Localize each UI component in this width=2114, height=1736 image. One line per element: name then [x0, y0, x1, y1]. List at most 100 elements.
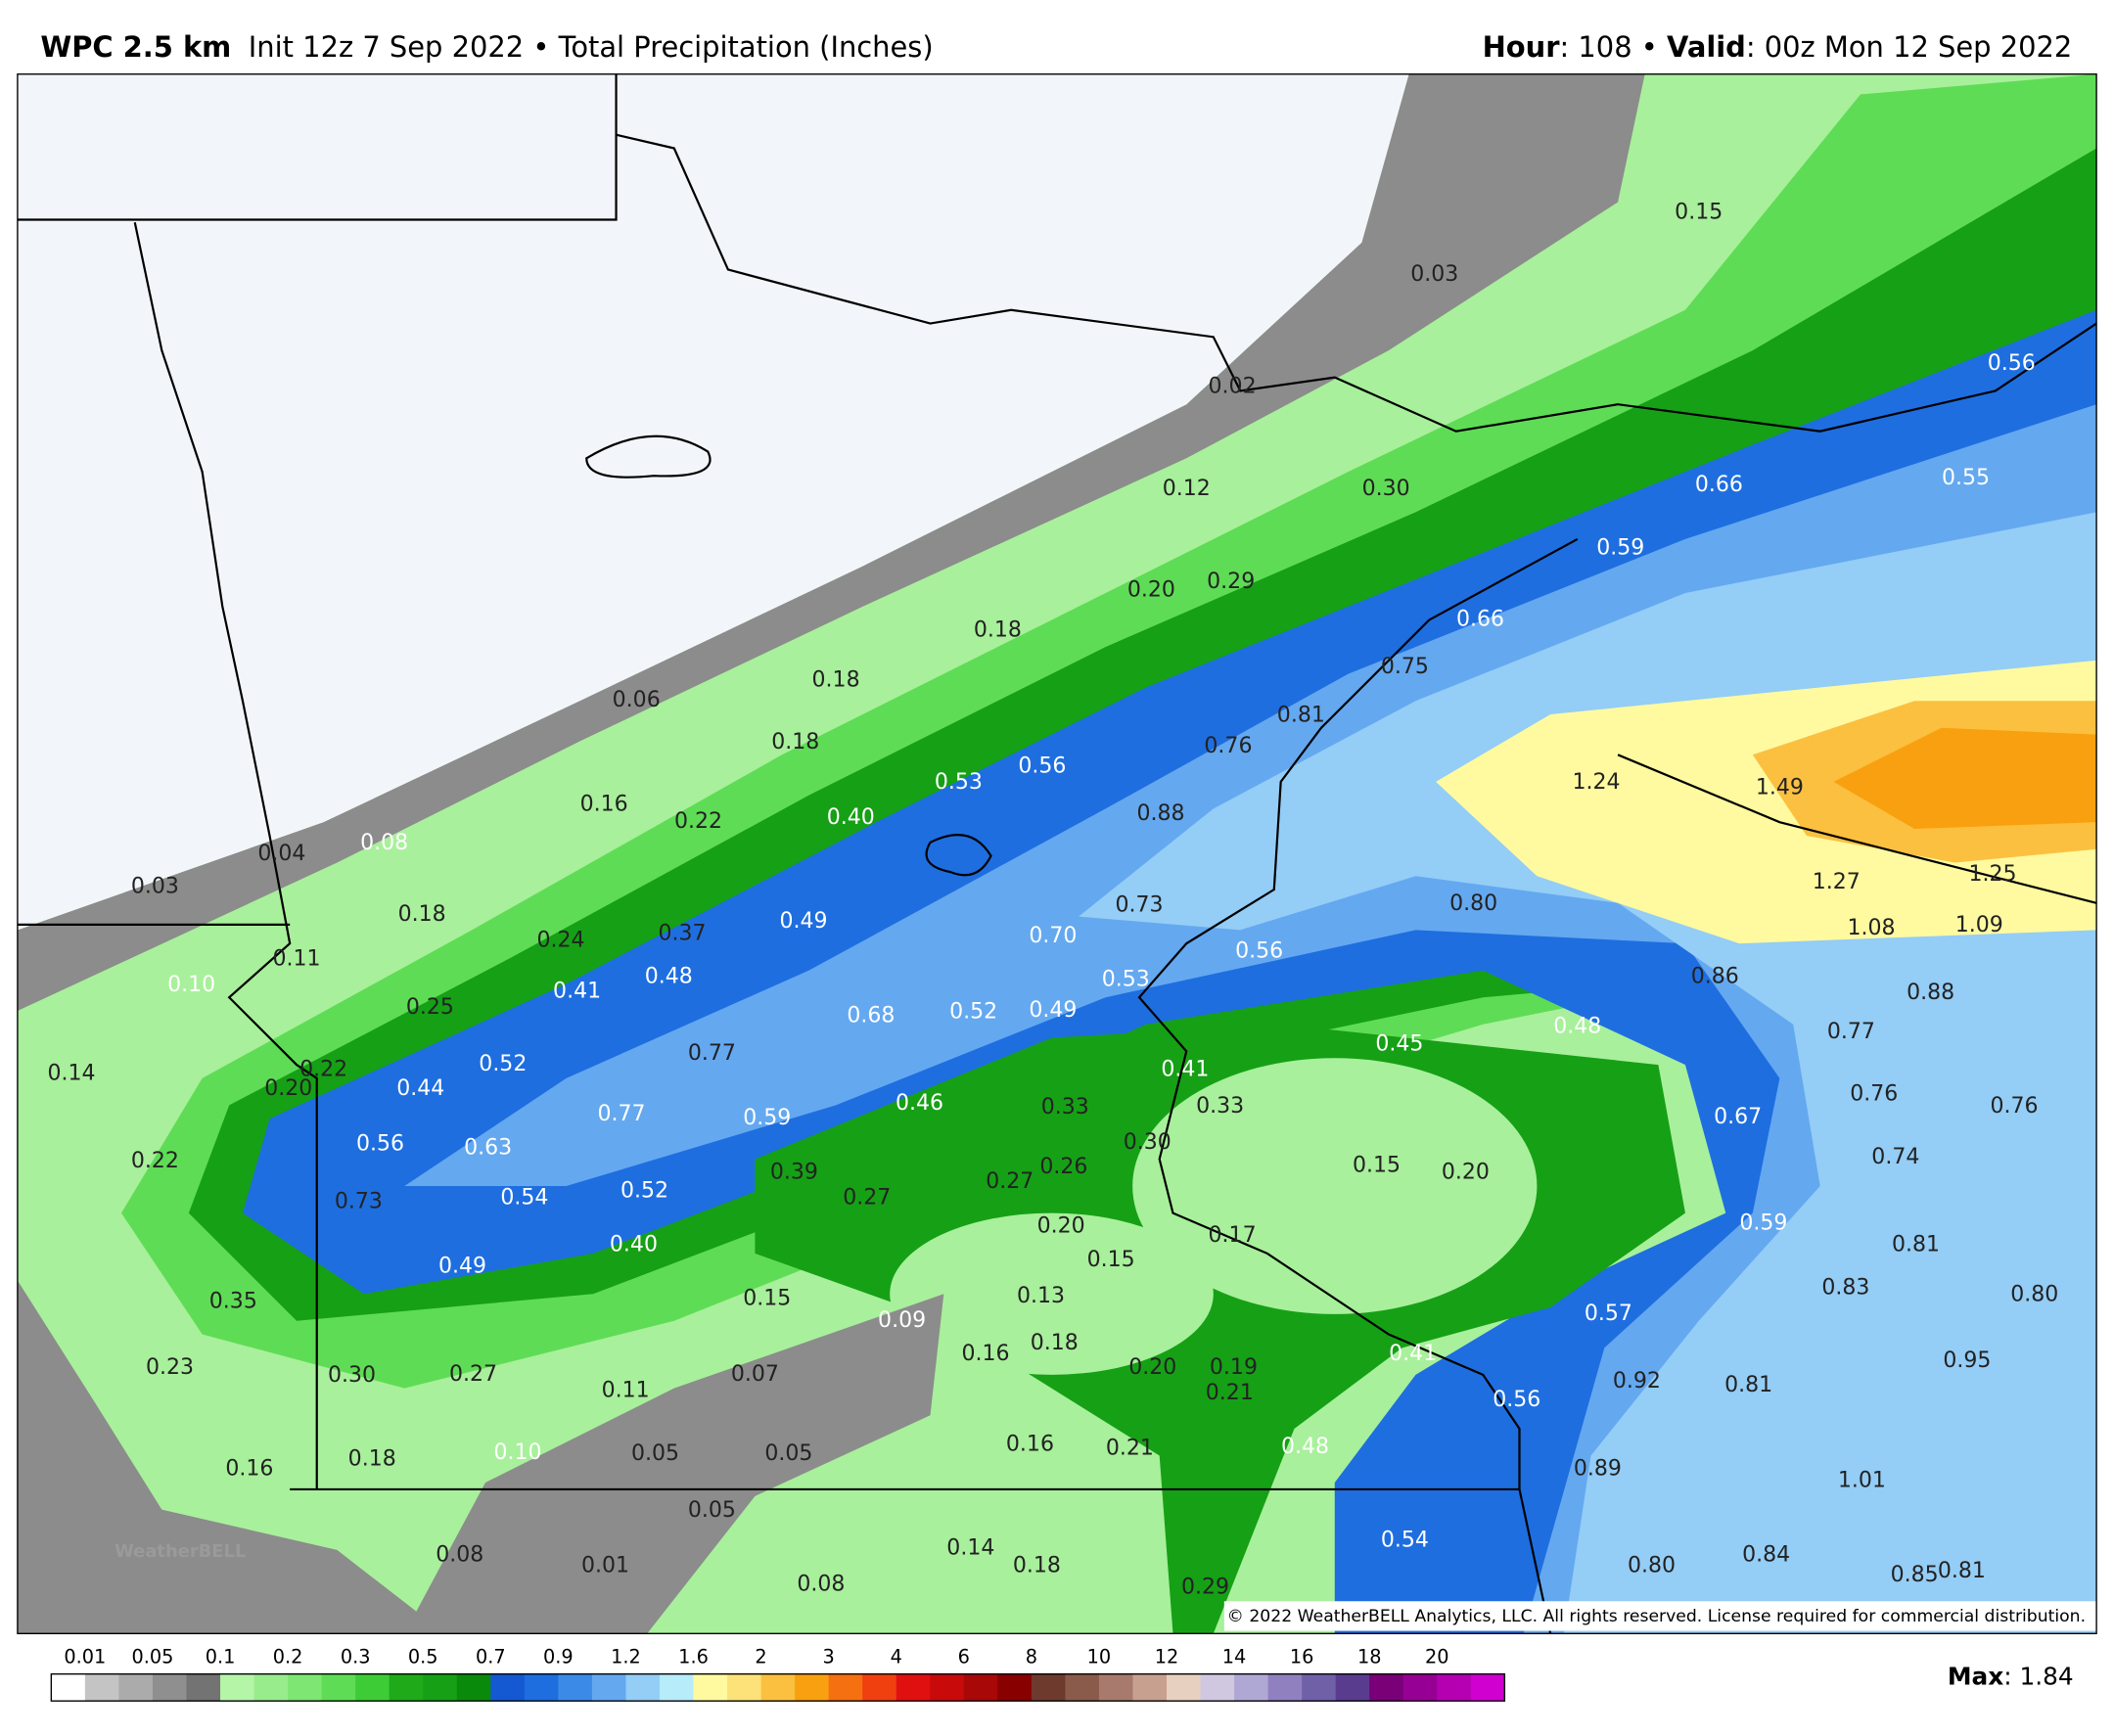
value-label: 0.53: [1102, 967, 1150, 991]
colorbar-label: 0.3: [341, 1646, 371, 1668]
border: [1617, 754, 2097, 904]
value-label: 1.01: [1838, 1469, 1886, 1493]
colorbar-cell: [1166, 1673, 1201, 1702]
value-label: 0.59: [1739, 1211, 1787, 1236]
value-label: 0.27: [449, 1362, 497, 1387]
value-label: 0.03: [1410, 262, 1458, 287]
precip-band: [1833, 727, 2097, 830]
max: Max: 1.84: [1948, 1663, 2074, 1691]
colorbar-cell: [1437, 1673, 1472, 1702]
value-label: 0.22: [299, 1058, 347, 1082]
value-label: 0.33: [1196, 1094, 1244, 1119]
value-label: 0.70: [1029, 924, 1077, 948]
value-label: 0.83: [1821, 1276, 1869, 1301]
colorbar-label: 0.9: [543, 1646, 574, 1668]
value-label: 0.19: [1210, 1355, 1258, 1380]
max-label: Max: [1948, 1663, 2003, 1691]
value-label: 0.66: [1456, 608, 1504, 632]
colorbar-cell: [118, 1673, 154, 1702]
value-label: 0.27: [986, 1169, 1034, 1194]
colorbar-cell: [355, 1673, 391, 1702]
colorbar-cell: [253, 1673, 289, 1702]
value-label: 0.08: [797, 1573, 845, 1597]
value-label: 0.25: [406, 995, 454, 1020]
colorbar-label: 18: [1357, 1646, 1382, 1668]
colorbar-label: 0.2: [273, 1646, 303, 1668]
value-label: 0.30: [1362, 477, 1410, 501]
colorbar-cell: [524, 1673, 559, 1702]
colorbar-cell: [490, 1673, 526, 1702]
colorbar-label: 3: [823, 1646, 835, 1668]
value-label: 0.77: [688, 1041, 736, 1066]
value-label: 0.85: [1891, 1563, 1939, 1587]
value-label: 0.95: [1943, 1348, 1991, 1373]
colorbar-label: 10: [1087, 1646, 1112, 1668]
value-label: 0.39: [770, 1160, 818, 1184]
value-label: 0.20: [1442, 1160, 1490, 1184]
colorbar-cell: [1031, 1673, 1066, 1702]
value-label: 0.15: [1675, 201, 1723, 225]
header-right: Hour: 108 • Valid: 00z Mon 12 Sep 2022: [1483, 30, 2073, 64]
colorbar-cell: [1098, 1673, 1133, 1702]
max-value: : 1.84: [2003, 1663, 2073, 1691]
colorbar-label: 20: [1425, 1646, 1449, 1668]
value-label: 0.56: [1493, 1388, 1540, 1412]
map-frame: [17, 73, 2097, 1635]
value-label: 0.15: [1353, 1153, 1401, 1177]
value-label: 0.48: [645, 965, 693, 989]
value-label: 0.22: [674, 809, 722, 834]
colorbar-cell: [1132, 1673, 1168, 1702]
precip-band: [17, 73, 1409, 931]
value-label: 0.49: [1029, 998, 1077, 1023]
value-label: 0.75: [1381, 655, 1429, 679]
value-label: 0.56: [1018, 754, 1066, 779]
value-label: 0.40: [827, 805, 875, 830]
model: WPC 2.5 km: [40, 30, 231, 64]
lake: [585, 434, 712, 479]
value-label: 0.15: [743, 1287, 791, 1311]
lake: [925, 834, 992, 877]
value-label: 0.30: [1124, 1130, 1172, 1155]
hour-label: Hour: [1483, 30, 1561, 64]
value-label: 0.74: [1871, 1145, 1919, 1169]
value-label: 0.30: [328, 1363, 376, 1388]
colorbar-label: 2: [755, 1646, 766, 1668]
colorbar-label: 0.01: [64, 1646, 106, 1668]
value-label: 0.68: [847, 1004, 895, 1028]
value-label: 0.73: [1116, 893, 1164, 918]
value-label: 0.48: [1281, 1435, 1329, 1459]
colorbar-label: 12: [1155, 1646, 1179, 1668]
value-label: 0.80: [1628, 1553, 1676, 1577]
border: [616, 133, 2097, 433]
value-label: 0.59: [743, 1106, 791, 1130]
value-label: 0.81: [1277, 703, 1325, 727]
value-label: 0.23: [146, 1355, 194, 1380]
value-label: 0.16: [961, 1342, 1009, 1366]
value-label: 0.53: [935, 770, 983, 795]
value-label: 0.84: [1742, 1542, 1790, 1567]
value-label: 0.29: [1207, 570, 1255, 594]
colorbar-cell: [963, 1673, 998, 1702]
colorbar-cell: [321, 1673, 356, 1702]
value-label: 0.05: [631, 1441, 679, 1466]
valid-label: Valid: [1667, 30, 1746, 64]
value-label: 0.05: [764, 1441, 812, 1466]
map: WeatherBELL 0.15 0.03 0.02 0.56 0.12 0.30 0.66…: [17, 73, 2097, 1635]
value-label: 0.66: [1695, 473, 1743, 497]
value-label: 0.24: [537, 928, 585, 952]
value-label: 0.49: [780, 909, 828, 934]
value-label: 0.21: [1106, 1437, 1154, 1461]
logo: WeatherBELL: [115, 1541, 246, 1562]
value-label: 0.37: [659, 921, 707, 945]
value-label: 0.10: [493, 1440, 541, 1465]
value-label: 0.16: [580, 792, 628, 816]
value-labels: 0.15 0.03 0.02 0.56 0.12 0.30 0.66 0.55 0.59 0.20…: [47, 201, 2058, 1600]
value-label: 0.77: [598, 1102, 646, 1126]
border: [1428, 537, 1579, 621]
value-label: 0.18: [771, 730, 819, 754]
colorbar-cell: [693, 1673, 728, 1702]
precip-band: [404, 1294, 944, 1634]
value-label: 0.77: [1827, 1020, 1875, 1044]
value-label: 0.27: [843, 1185, 891, 1210]
